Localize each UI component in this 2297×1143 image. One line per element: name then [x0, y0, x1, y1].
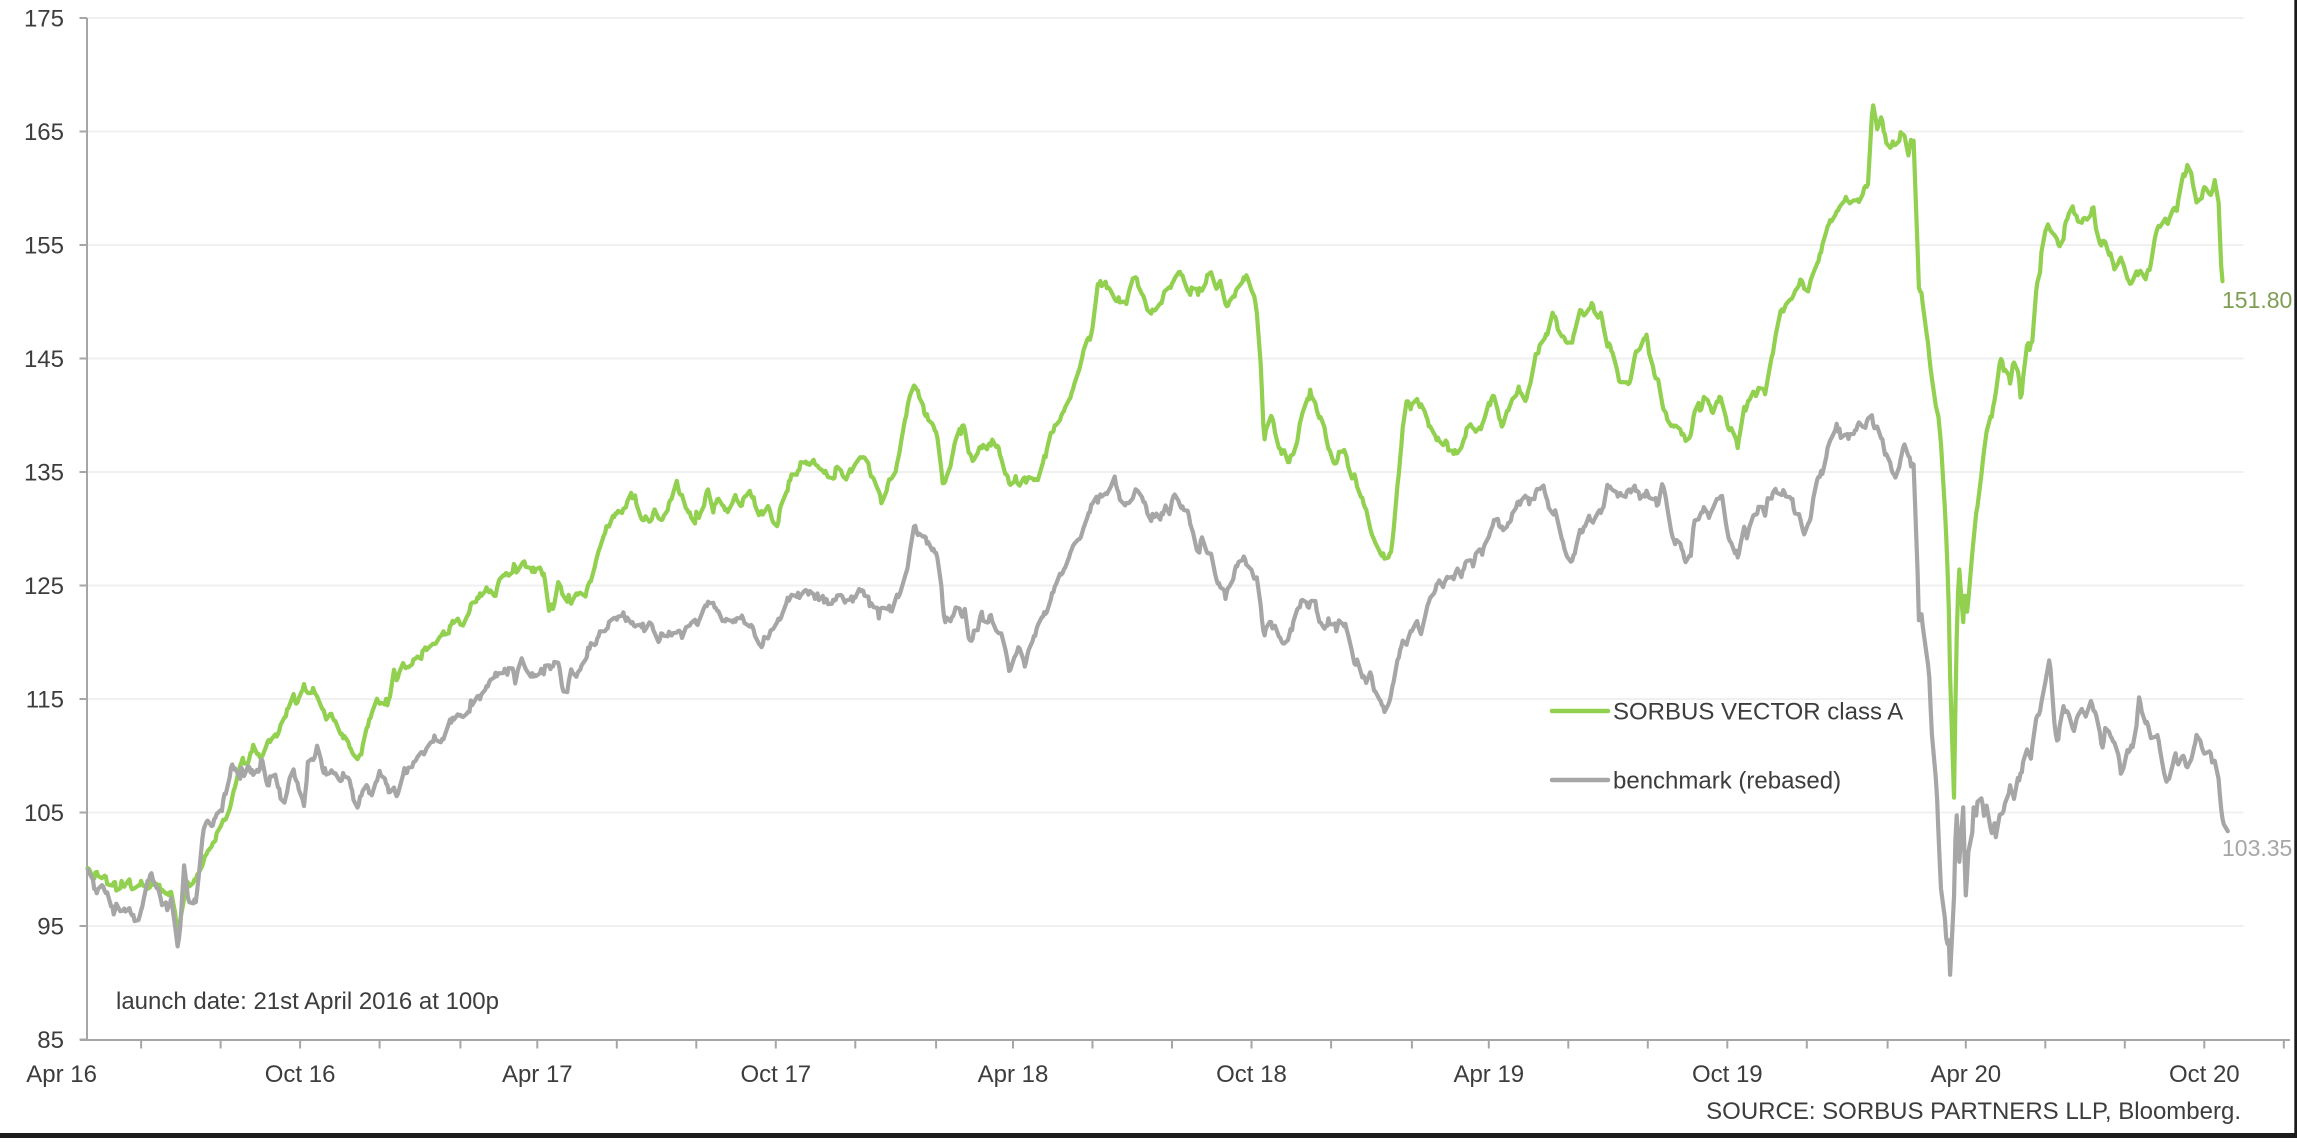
svg-text:benchmark (rebased): benchmark (rebased) [1613, 768, 1841, 795]
svg-text:175: 175 [24, 6, 64, 33]
svg-text:151.80: 151.80 [2222, 287, 2292, 313]
svg-text:Apr 18: Apr 18 [978, 1061, 1049, 1088]
svg-text:Apr 19: Apr 19 [1453, 1061, 1524, 1088]
svg-text:Oct 20: Oct 20 [2169, 1061, 2240, 1088]
svg-text:165: 165 [24, 119, 64, 146]
svg-text:Apr 20: Apr 20 [1930, 1061, 2001, 1088]
svg-text:Apr 17: Apr 17 [502, 1061, 573, 1088]
svg-text:launch date: 21st April 2016 a: launch date: 21st April 2016 at 100p [116, 988, 499, 1015]
svg-text:Oct 17: Oct 17 [740, 1061, 811, 1088]
svg-text:115: 115 [26, 687, 64, 714]
svg-text:135: 135 [24, 460, 64, 487]
svg-text:Apr 16: Apr 16 [26, 1061, 97, 1088]
svg-text:Oct 16: Oct 16 [265, 1061, 336, 1088]
svg-text:103.35: 103.35 [2222, 835, 2292, 861]
svg-text:Oct 18: Oct 18 [1216, 1061, 1287, 1088]
svg-text:125: 125 [24, 573, 64, 600]
svg-text:SOURCE: SORBUS PARTNERS LLP, B: SOURCE: SORBUS PARTNERS LLP, Bloomberg. [1706, 1098, 2241, 1125]
svg-text:145: 145 [24, 346, 64, 373]
svg-text:95: 95 [37, 914, 64, 941]
svg-text:Oct 19: Oct 19 [1692, 1061, 1763, 1088]
svg-text:105: 105 [24, 800, 64, 827]
svg-text:155: 155 [24, 233, 64, 260]
svg-text:SORBUS VECTOR class A: SORBUS VECTOR class A [1613, 699, 1903, 726]
svg-text:85: 85 [37, 1027, 64, 1054]
